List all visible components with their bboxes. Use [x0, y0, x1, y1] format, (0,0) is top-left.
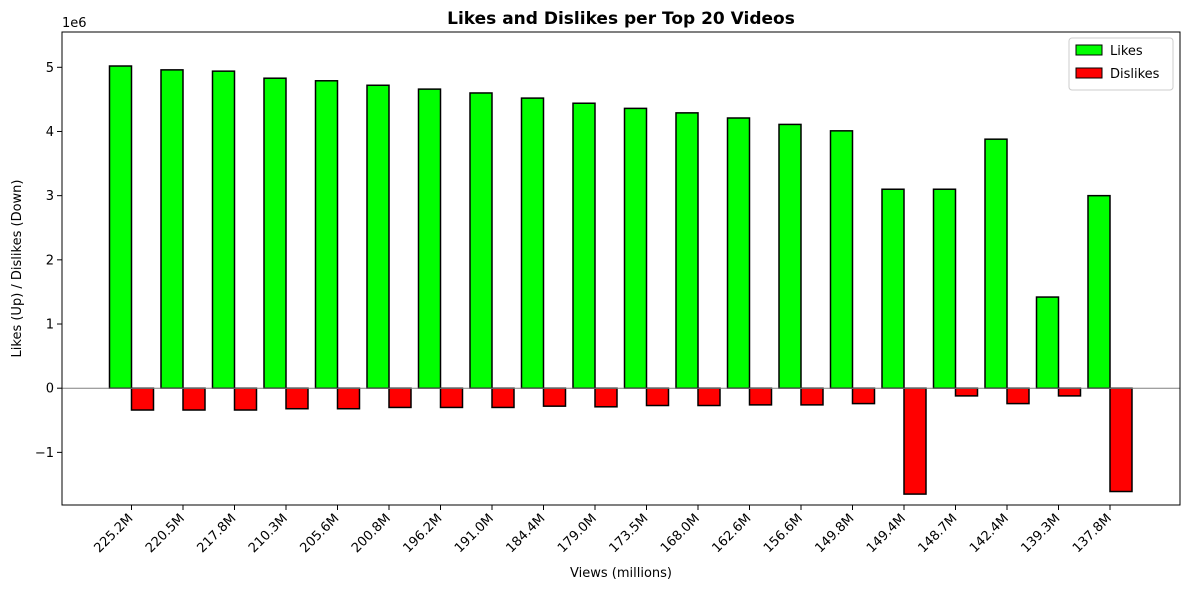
likes-bar-20 — [1087, 194, 1111, 389]
x-tick-label: 184.4M — [503, 511, 548, 556]
dislikes-bar-16 — [903, 387, 927, 495]
x-tick-label: 210.3M — [246, 511, 291, 556]
y-tick-label: 2 — [46, 253, 54, 268]
likes-bar-15 — [829, 130, 854, 389]
x-tick-label: 168.0M — [658, 511, 703, 556]
dislikes-bar-8 — [491, 387, 515, 409]
dislikes-bar-9 — [542, 387, 567, 407]
likes-bar-3 — [211, 70, 236, 389]
x-tick-label: 148.7M — [915, 511, 960, 556]
likes-bar-1 — [108, 65, 133, 389]
y-tick-label: 4 — [46, 125, 54, 140]
likes-bar-19 — [1035, 296, 1060, 389]
y-tick-label: 5 — [46, 61, 54, 76]
x-tick-label: 156.6M — [761, 511, 806, 556]
dislikes-bar-5 — [336, 387, 361, 410]
legend-swatch-likes — [1075, 44, 1103, 56]
x-axis-label: Views (millions) — [570, 566, 672, 581]
bars-group — [108, 65, 1133, 495]
dislikes-bar-13 — [748, 387, 773, 406]
likes-bar-12 — [675, 112, 699, 389]
likes-bar-10 — [572, 102, 596, 389]
likes-bar-8 — [469, 92, 493, 389]
dislikes-bar-17 — [954, 387, 979, 397]
dislikes-bar-10 — [594, 387, 618, 408]
dislikes-bar-6 — [388, 387, 412, 409]
legend-swatch-dislikes — [1075, 67, 1103, 79]
x-tick-label: 200.8M — [349, 511, 394, 556]
dislikes-bar-14 — [800, 387, 824, 406]
x-tick-label: 217.8M — [194, 511, 239, 556]
chart-title: Likes and Dislikes per Top 20 Videos — [447, 9, 795, 29]
plot-frame — [61, 31, 1181, 506]
x-tick-label: 179.0M — [555, 511, 600, 556]
legend-label-likes: Likes — [1110, 44, 1143, 59]
y-scale-label: 1e6 — [62, 16, 87, 31]
x-tick-label: 137.8M — [1070, 511, 1115, 556]
likes-bar-17 — [932, 188, 957, 389]
likes-bar-7 — [417, 88, 442, 389]
x-tick-label: 225.2M — [91, 511, 136, 556]
dislikes-bar-19 — [1057, 387, 1082, 397]
likes-bar-16 — [881, 188, 905, 389]
dislikes-bar-15 — [851, 387, 876, 405]
dislikes-bar-11 — [645, 387, 670, 407]
y-axis-label: Likes (Up) / Dislikes (Down) — [10, 180, 25, 358]
legend-label-dislikes: Dislikes — [1110, 67, 1160, 82]
likes-bar-13 — [726, 117, 751, 389]
x-tick-label: 196.2M — [400, 511, 445, 556]
y-axis: −1 0 1 2 3 4 5 — [35, 61, 62, 461]
likes-bar-2 — [160, 69, 184, 389]
x-axis: 225.2M 220.5M 217.8M 210.3M 205.6M 200.8M 196.… — [91, 505, 1115, 556]
x-tick-label: 220.5M — [143, 511, 188, 556]
dislikes-bar-7 — [439, 387, 464, 409]
y-tick-label: −1 — [35, 446, 54, 461]
dislikes-bar-18 — [1006, 387, 1030, 405]
x-tick-label: 142.4M — [967, 511, 1012, 556]
x-tick-label: 139.3M — [1018, 511, 1063, 556]
likes-bar-11 — [623, 107, 648, 389]
dislikes-bar-1 — [130, 387, 155, 411]
likes-bar-14 — [778, 123, 802, 389]
y-tick-label: 1 — [46, 318, 54, 333]
x-tick-label: 149.4M — [864, 511, 909, 556]
x-tick-label: 173.5M — [606, 511, 651, 556]
likes-bar-9 — [520, 97, 545, 389]
x-tick-label: 205.6M — [297, 511, 342, 556]
x-tick-label: 191.0M — [452, 511, 497, 556]
dislikes-bar-4 — [285, 387, 309, 410]
dislikes-bar-12 — [697, 387, 721, 407]
legend: Likes Dislikes — [1068, 37, 1174, 91]
y-tick-label: 0 — [46, 382, 54, 397]
likes-bar-18 — [984, 138, 1008, 389]
dislikes-bar-3 — [233, 387, 258, 411]
likes-bar-6 — [366, 84, 390, 389]
likes-bar-4 — [263, 77, 287, 389]
x-tick-label: 162.6M — [709, 511, 754, 556]
dislikes-bar-20 — [1109, 387, 1133, 493]
y-tick-label: 3 — [46, 189, 54, 204]
dislikes-bar-2 — [182, 387, 206, 411]
x-tick-label: 149.8M — [812, 511, 857, 556]
likes-bar-5 — [314, 80, 339, 389]
